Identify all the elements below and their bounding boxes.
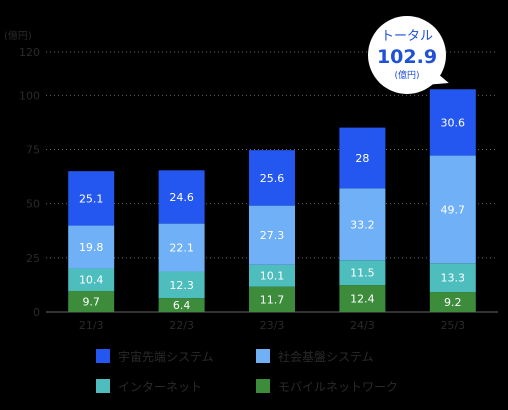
legend-label: 社会基盤システム [278, 349, 374, 364]
bar-segment [429, 263, 476, 293]
legend-item-space-systems: 宇宙先端システム [96, 348, 256, 364]
bar-segment [68, 171, 115, 226]
bar-value-label: 9.2 [444, 296, 462, 309]
x-tick-label: 25/3 [440, 319, 465, 332]
bar-segment [68, 225, 115, 269]
y-tick-label: 120 [19, 46, 40, 59]
bar-segment [249, 150, 295, 206]
bar-value-label: 12.3 [169, 279, 194, 292]
y-axis: (億円) 0 25 50 75 100 120 [4, 29, 40, 319]
x-axis: 21/3 22/3 23/3 24/3 25/3 [79, 319, 465, 332]
y-axis-unit-label: (億円) [4, 29, 32, 42]
bar-value-label: 28 [355, 152, 369, 165]
bar-value-label: 11.7 [260, 293, 285, 306]
bars: 9.7 10.4 19.8 25.1 6.4 12.3 22.1 24.6 11.7 10.1 27… [68, 89, 476, 312]
bar-value-label: 6.4 [173, 299, 191, 312]
legend: 宇宙先端システム 社会基盤システム インターネット モバイルネットワーク [96, 348, 416, 394]
bar-segment [339, 285, 386, 312]
bar-segment [339, 260, 386, 286]
legend-label: モバイルネットワーク [278, 379, 399, 394]
legend-item-internet: インターネット [96, 378, 256, 394]
x-tick-label: 21/3 [79, 319, 104, 332]
y-tick-label: 25 [26, 252, 40, 265]
total-callout: トータル 102.9 (億円) [368, 16, 449, 94]
bar-segment [339, 188, 386, 261]
legend-swatch [96, 349, 110, 363]
x-tick-label: 22/3 [169, 319, 194, 332]
x-tick-label: 23/3 [260, 319, 285, 332]
legend-swatch [256, 379, 270, 393]
bar-segment [249, 286, 295, 312]
legend-label: インターネット [118, 379, 203, 394]
callout-title: トータル [381, 29, 433, 44]
bar-value-label: 25.6 [260, 172, 285, 185]
callout-value: 102.9 [377, 46, 437, 68]
legend-item-social-infrastructure: 社会基盤システム [256, 348, 416, 364]
bar-value-label: 11.5 [350, 267, 375, 280]
bar-value-label: 30.6 [441, 116, 466, 129]
callout-bubble [368, 16, 446, 94]
bar-segment [158, 298, 205, 312]
legend-label: 宇宙先端システム [118, 349, 214, 364]
y-tick-label: 75 [26, 144, 40, 157]
callout-unit: (億円) [394, 69, 419, 81]
bar-value-label: 49.7 [441, 203, 466, 216]
bar-value-label: 10.1 [260, 270, 285, 283]
bar-segment [158, 170, 205, 224]
bar-segment [68, 290, 115, 312]
legend-item-mobile-network: モバイルネットワーク [256, 378, 416, 394]
legend-swatch [96, 379, 110, 393]
bar-segment [429, 89, 476, 156]
bar-value-label: 13.3 [441, 272, 466, 285]
bar-segment [249, 264, 295, 287]
y-tick-label: 100 [19, 89, 40, 102]
bar-segment [339, 127, 386, 189]
bar-value-label: 19.8 [79, 241, 104, 254]
bar-value-label: 10.4 [79, 274, 104, 287]
bar-segment [429, 292, 476, 312]
bar-value-label: 24.6 [169, 191, 194, 204]
bar-value-label: 25.1 [79, 192, 104, 205]
stacked-bar-chart: (億円) 0 25 50 75 100 120 9.7 10.4 19.8 25.1 6.4 12.… [4, 16, 498, 332]
bar-value-label: 12.4 [350, 293, 375, 306]
bar-segment [68, 268, 115, 291]
bar-value-label: 33.2 [350, 218, 375, 231]
bar-value-label: 9.7 [82, 295, 100, 308]
y-tick-label: 50 [26, 198, 40, 211]
bar-segment [158, 223, 205, 272]
bar-value-label: 27.3 [260, 229, 285, 242]
x-tick-label: 24/3 [350, 319, 375, 332]
y-tick-label: 0 [33, 306, 40, 319]
bar-segment [158, 271, 205, 299]
bar-segment [429, 155, 476, 264]
bar-value-label: 22.1 [169, 242, 194, 255]
legend-swatch [256, 349, 270, 363]
bar-segment [249, 205, 295, 265]
